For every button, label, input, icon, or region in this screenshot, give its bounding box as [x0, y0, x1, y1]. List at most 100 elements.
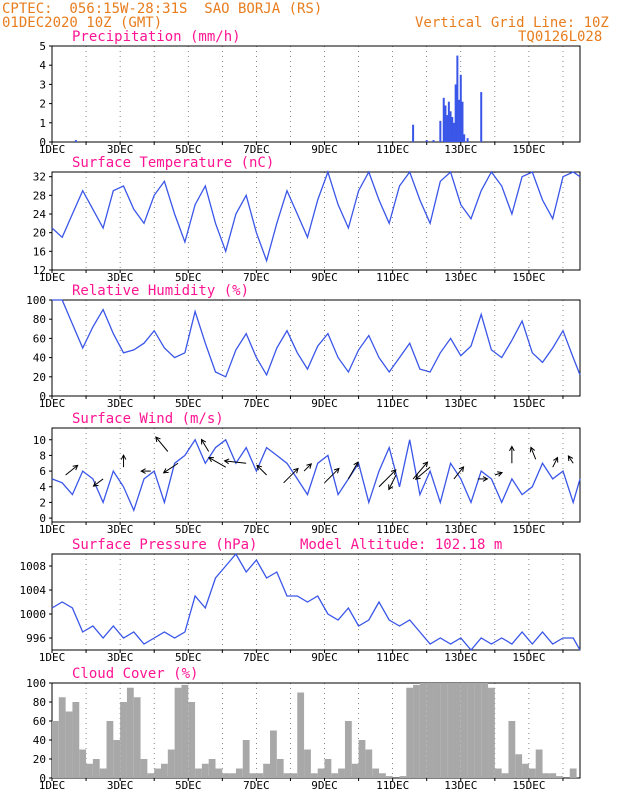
x-tick-label: 11DEC [376, 143, 409, 156]
cloud-cover-bar [222, 773, 230, 778]
x-tick-label: 15DEC [512, 271, 545, 284]
precip-bar [463, 134, 466, 142]
cloud-cover-bar [317, 768, 325, 778]
series-line [52, 299, 581, 378]
precip-bar [446, 115, 449, 142]
x-tick-label: 5DEC [175, 779, 202, 792]
x-tick-label: 11DEC [376, 271, 409, 284]
cloud-cover-bar [494, 768, 502, 778]
wind-arrow-head [553, 456, 559, 463]
y-tick-label: 5 [39, 40, 46, 53]
wind-arrow-head [92, 481, 99, 487]
cloud-cover-bar [215, 768, 223, 778]
cloud-cover-bar [569, 768, 577, 778]
wind-arrow-head [155, 436, 161, 443]
y-tick-label: 40 [33, 734, 46, 747]
precip-bar [439, 120, 442, 142]
panel-frame [51, 171, 581, 271]
x-tick-label: 15DEC [512, 651, 545, 664]
cloud-cover-bar [535, 749, 543, 778]
wind-arrow-head [353, 461, 359, 468]
precip-bar [466, 138, 469, 142]
precip-bar [451, 117, 454, 142]
cloud-cover-bar [358, 740, 366, 778]
x-tick-label: 13DEC [444, 143, 477, 156]
y-tick-label: 40 [33, 352, 46, 365]
cloud-cover-bar [113, 740, 121, 778]
y-tick-label: 996 [26, 632, 46, 645]
cloud-cover-bar [344, 721, 352, 778]
x-tick-label: 9DEC [311, 523, 338, 536]
cloud-cover-bar [542, 773, 550, 778]
x-tick-label: 3DEC [107, 397, 134, 410]
cloud-cover-bar [447, 683, 454, 778]
y-tick-label: 100 [26, 294, 46, 307]
model-altitude-label: Model Altitude: 102.18 m [300, 537, 502, 553]
precip-bar [461, 101, 464, 142]
cloud-cover-bar [467, 683, 475, 778]
wind-arrow-head [223, 458, 230, 465]
wind-arrow-head [567, 455, 574, 462]
y-tick-label: 60 [33, 332, 46, 345]
panel-title: Precipitation (mm/h) [72, 29, 241, 45]
wind-arrow [208, 457, 226, 468]
cloud-cover-bar [549, 773, 557, 778]
x-tick-label: 13DEC [444, 397, 477, 410]
cloud-cover-bar [310, 773, 318, 778]
y-tick-label: 20 [33, 371, 46, 384]
cloud-cover-bar [229, 773, 236, 778]
y-tick-label: 0 [39, 136, 46, 149]
y-tick-label: 20 [33, 753, 46, 766]
y-tick-label: 8 [39, 449, 46, 462]
wind-arrow [155, 436, 169, 452]
wind-arrow-head [208, 457, 214, 463]
precip-bar [444, 105, 447, 142]
x-tick-label: 3DEC [107, 523, 134, 536]
wind-arrow [494, 472, 503, 476]
cloud-cover-bar [324, 759, 332, 778]
panel-title: Cloud Cover (%) [72, 666, 198, 682]
y-tick-label: 16 [33, 245, 46, 258]
y-tick-label: 28 [33, 189, 46, 202]
cloud-cover-bar [522, 763, 529, 778]
y-tick-label: 20 [33, 227, 46, 240]
cloud-cover-bar [256, 773, 264, 778]
cloud-cover-bar [181, 684, 189, 778]
cloud-cover-bar [140, 759, 148, 778]
cloud-cover-bar [72, 702, 80, 778]
x-tick-label: 5DEC [175, 523, 202, 536]
series-line [51, 169, 581, 263]
wind-arrow-head [529, 446, 536, 453]
y-tick-label: 32 [33, 171, 46, 184]
wind-arrow [412, 461, 428, 480]
panel-title: Surface Wind (m/s) [72, 411, 224, 427]
cloud-cover-bar [488, 687, 495, 778]
cloud-cover-bar [99, 768, 107, 778]
y-tick-label: 12 [33, 264, 46, 277]
x-tick-label: 11DEC [376, 397, 409, 410]
precip-bar [452, 122, 455, 142]
wind-arrow-head [140, 468, 146, 474]
cloud-cover-bar [290, 773, 298, 778]
wind-arrow [453, 466, 464, 480]
precip-bar [442, 97, 445, 142]
x-tick-label: 3DEC [107, 143, 134, 156]
y-tick-label: 2 [39, 98, 46, 111]
cloud-cover-bar [433, 683, 441, 778]
x-tick-label: 13DEC [444, 271, 477, 284]
x-tick-label: 15DEC [512, 143, 545, 156]
cloud-cover-bar [283, 773, 291, 778]
cloud-cover-bar [351, 763, 359, 778]
precip-bar [432, 140, 435, 142]
x-tick-label: 9DEC [311, 779, 338, 792]
cloud-cover-bar [235, 768, 243, 778]
x-tick-label: 7DEC [243, 271, 270, 284]
wind-arrow-head [120, 454, 127, 460]
cloud-cover-bar [161, 763, 168, 778]
wind-arrow [283, 468, 299, 484]
x-tick-label: 11DEC [376, 523, 409, 536]
wind-arrow [201, 439, 210, 452]
y-tick-label: 4 [39, 59, 46, 72]
x-tick-label: 11DEC [376, 779, 409, 792]
